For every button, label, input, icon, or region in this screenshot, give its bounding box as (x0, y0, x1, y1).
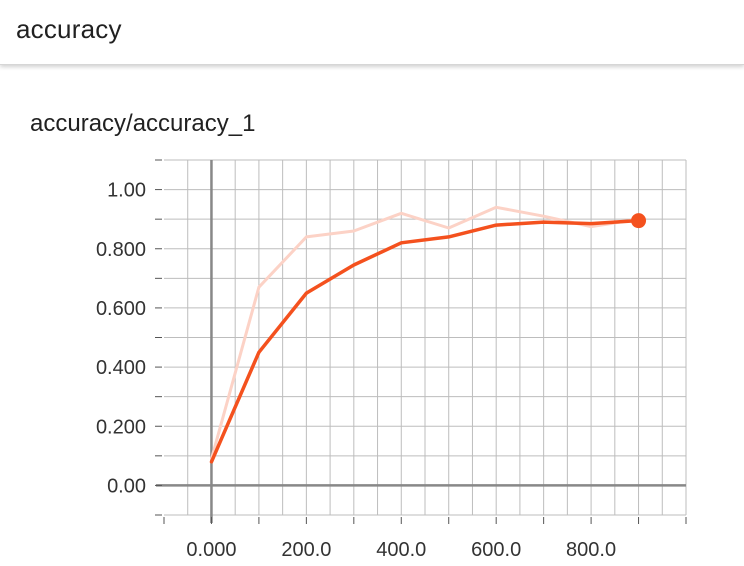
x-tick-label-3: 600.0 (471, 539, 521, 561)
x-tick-label-4: 800.0 (566, 539, 616, 561)
last-point-marker (631, 213, 647, 229)
y-tick-label-0: 0.00 (107, 475, 146, 497)
x-tick-label-1: 200.0 (281, 539, 331, 561)
y-tick-label-1: 0.200 (96, 416, 146, 438)
header-title: accuracy (16, 14, 122, 44)
header-bar: accuracy (0, 0, 744, 65)
y-tick-label-2: 0.400 (96, 357, 146, 379)
y-tick-label-4: 0.800 (96, 239, 146, 261)
x-tick-label-0: 0.000 (186, 539, 236, 561)
y-tick-label-5: 1.00 (107, 180, 146, 202)
y-tick-label-3: 0.600 (96, 298, 146, 320)
chart-card-title: accuracy/accuracy_1 (30, 110, 256, 137)
x-tick-label-2: 400.0 (376, 539, 426, 561)
series-line-smoothed (209, 218, 641, 464)
